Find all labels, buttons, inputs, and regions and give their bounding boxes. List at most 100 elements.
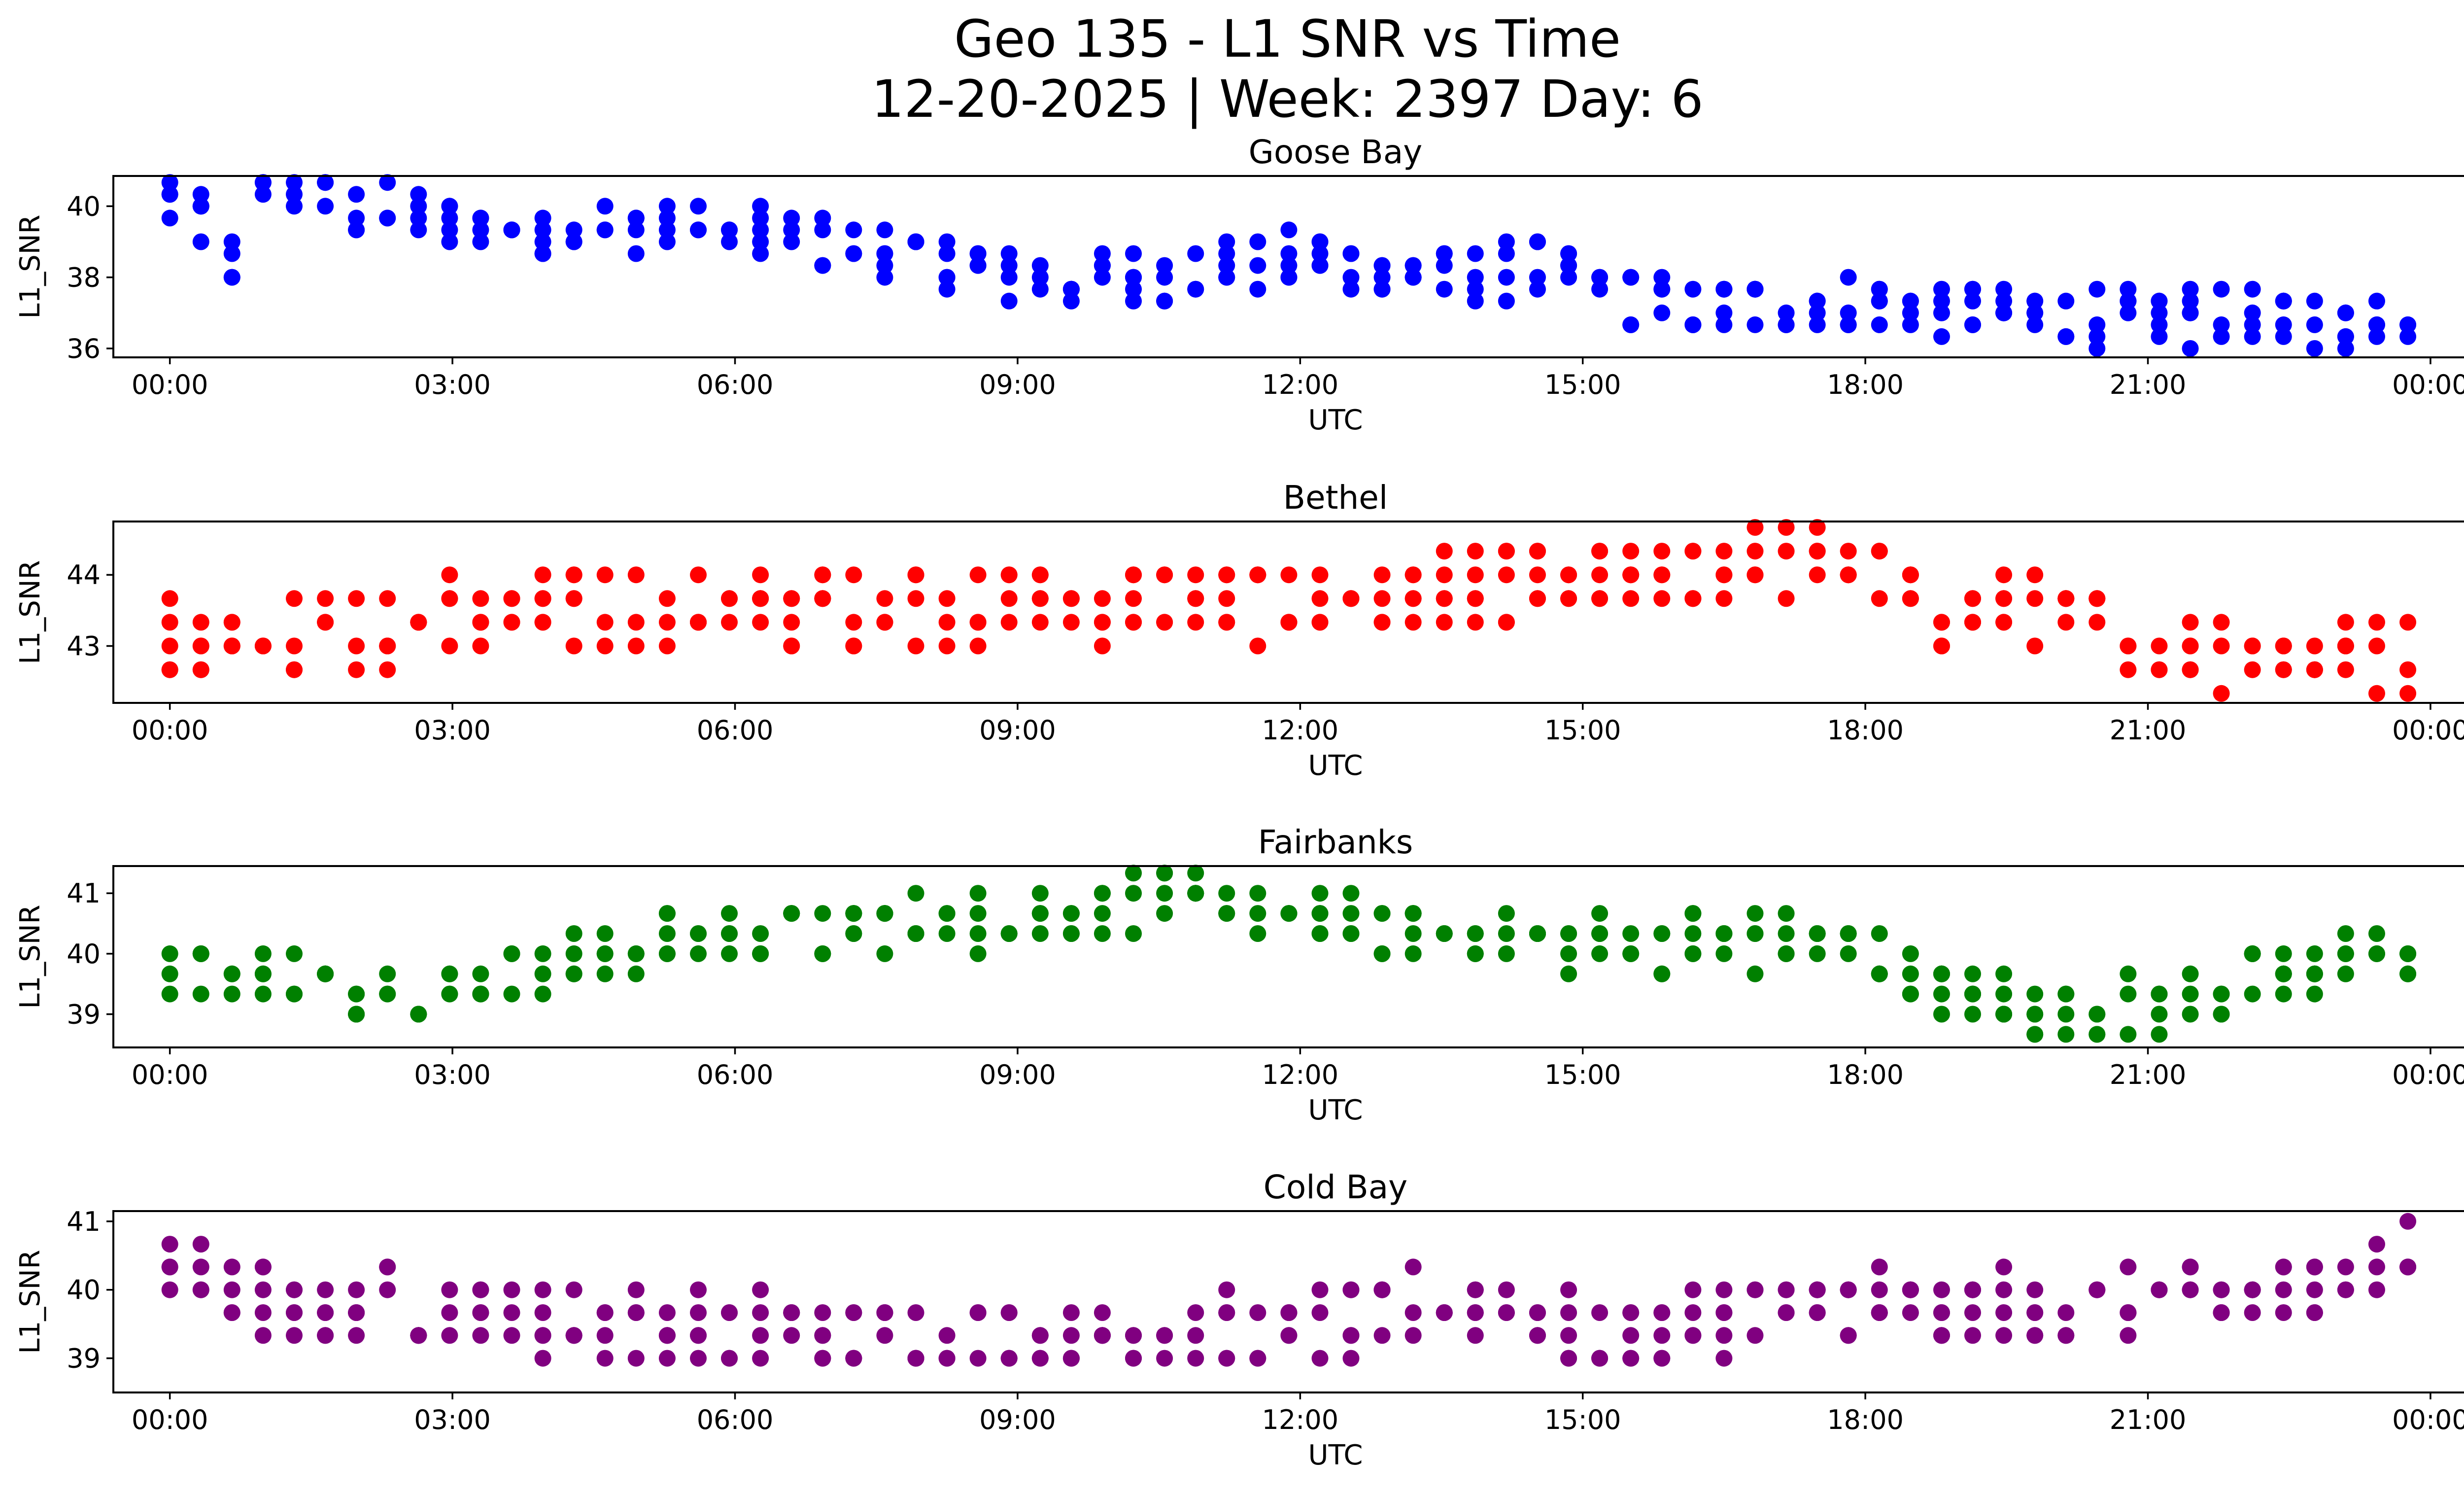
data-point — [1995, 292, 2013, 310]
x-tick-label: 15:00 — [1544, 369, 1621, 400]
data-point — [1933, 1327, 1950, 1344]
data-point — [1529, 590, 1546, 607]
data-point — [1964, 614, 1981, 631]
data-point — [1094, 614, 1111, 631]
data-point — [1373, 280, 1391, 298]
data-point — [1498, 1281, 1515, 1298]
data-point — [1342, 1327, 1360, 1344]
data-point — [658, 945, 676, 962]
data-point — [1187, 865, 1204, 882]
data-point — [1094, 245, 1111, 262]
data-point — [938, 925, 956, 942]
x-tick-label: 00:00 — [132, 1059, 208, 1090]
data-point — [721, 1304, 738, 1321]
data-point — [658, 905, 676, 922]
data-point — [783, 233, 800, 250]
data-point — [2088, 340, 2106, 357]
data-point — [2151, 1026, 2168, 1043]
data-point — [286, 174, 303, 191]
data-point — [254, 1327, 272, 1344]
data-point — [2182, 340, 2199, 357]
data-point — [1995, 1327, 2013, 1344]
data-point — [969, 945, 987, 962]
data-point — [1840, 304, 1857, 321]
data-point — [1062, 590, 1080, 607]
data-point — [2026, 292, 2044, 310]
data-point — [1995, 1258, 2013, 1276]
data-point — [441, 1304, 458, 1321]
data-point — [1995, 965, 2013, 982]
data-point — [876, 1304, 893, 1321]
x-tick-label: 03:00 — [414, 1404, 491, 1435]
data-point — [2026, 1026, 2044, 1043]
data-point — [1156, 269, 1173, 286]
data-point — [1746, 543, 1764, 560]
data-point — [254, 1281, 272, 1298]
data-point — [348, 221, 365, 239]
data-point — [2368, 316, 2385, 333]
data-point — [2337, 661, 2354, 678]
x-tick-label: 15:00 — [1544, 715, 1621, 746]
axes-frame — [112, 865, 2464, 1048]
data-point — [1218, 566, 1235, 584]
data-point — [161, 1258, 178, 1276]
data-point — [2151, 985, 2168, 1003]
data-point — [2088, 1281, 2106, 1298]
data-point — [410, 1006, 427, 1023]
data-point — [2337, 965, 2354, 982]
data-point — [2213, 1304, 2230, 1321]
data-point — [752, 1281, 769, 1298]
data-point — [1156, 885, 1173, 902]
data-point — [1031, 1350, 1049, 1367]
data-point — [1436, 1304, 1453, 1321]
data-point — [410, 1327, 427, 1344]
axes-frame — [112, 1210, 2464, 1393]
data-point — [1094, 590, 1111, 607]
data-point — [254, 945, 272, 962]
data-point — [1311, 590, 1329, 607]
data-point — [1467, 280, 1484, 298]
data-point — [2244, 304, 2261, 321]
data-point — [690, 925, 707, 942]
data-point — [1715, 945, 1733, 962]
data-point — [2026, 566, 2044, 584]
data-point — [1342, 590, 1360, 607]
data-point — [1000, 566, 1018, 584]
data-point — [907, 1304, 924, 1321]
data-point — [658, 1350, 676, 1367]
data-point — [1498, 233, 1515, 250]
data-point — [876, 245, 893, 262]
scatter-series — [161, 1213, 2417, 1367]
data-point — [2026, 304, 2044, 321]
data-point — [286, 945, 303, 962]
data-point — [223, 1281, 240, 1298]
data-point — [658, 233, 676, 250]
data-point — [1498, 614, 1515, 631]
x-tick-label: 09:00 — [979, 369, 1056, 400]
data-point — [1342, 905, 1360, 922]
data-point — [379, 590, 396, 607]
data-point — [845, 1350, 862, 1367]
data-point — [2182, 661, 2199, 678]
data-point — [1404, 1258, 1422, 1276]
data-point — [2337, 328, 2354, 345]
data-point — [627, 1281, 645, 1298]
data-point — [1746, 566, 1764, 584]
data-point — [317, 198, 334, 215]
data-point — [1031, 885, 1049, 902]
data-point — [472, 1304, 489, 1321]
data-point — [2337, 945, 2354, 962]
data-point — [1933, 292, 1950, 310]
data-point — [1031, 925, 1049, 942]
data-point — [1871, 590, 1888, 607]
x-tick-label: 21:00 — [2110, 369, 2187, 400]
data-point — [752, 1304, 769, 1321]
data-point — [1902, 590, 1919, 607]
data-point — [410, 186, 427, 203]
data-point — [2244, 1304, 2261, 1321]
data-point — [161, 985, 178, 1003]
data-point — [2120, 280, 2137, 298]
data-point — [317, 1304, 334, 1321]
data-point — [503, 590, 520, 607]
data-point — [223, 965, 240, 982]
